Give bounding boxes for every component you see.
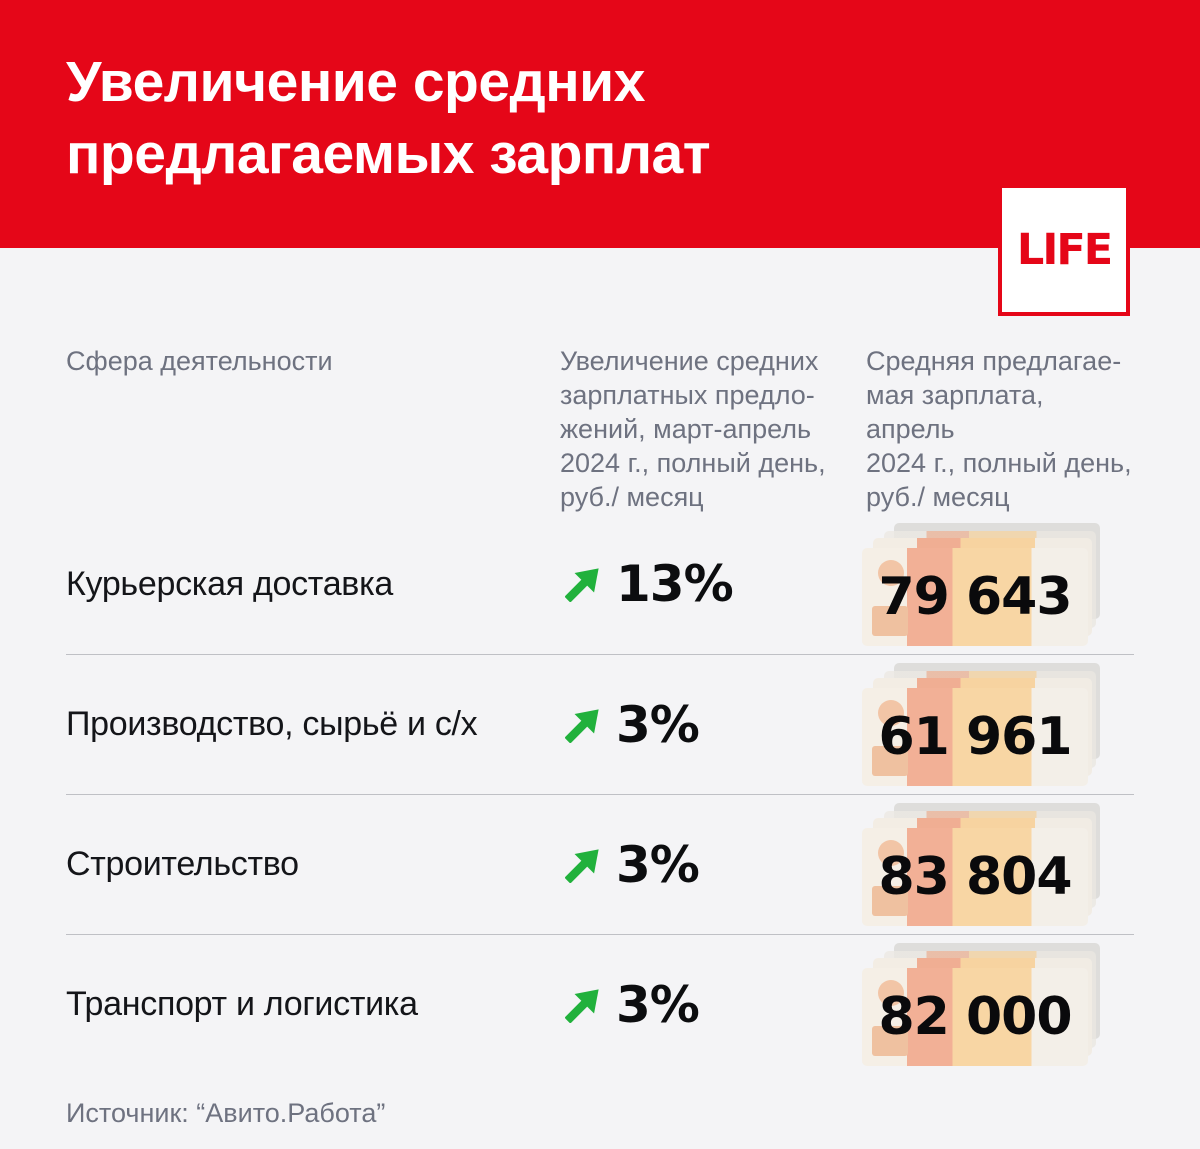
table-header-row: Сфера деятельности Увеличение средних за… <box>66 344 1134 514</box>
table-row: Курьерская доставка 13% <box>66 514 1134 654</box>
increase-arrow-icon <box>565 848 599 883</box>
money-stack-icon: 79 643 <box>862 522 1108 646</box>
increase-cell: 13% <box>560 555 866 613</box>
salary-value: 83 804 <box>878 847 1072 907</box>
increase-cell: 3% <box>560 976 866 1034</box>
banknote-circle-mark <box>878 700 904 726</box>
life-logo-text: LIFE <box>1016 225 1113 275</box>
banknote-front-sheet <box>862 968 1088 1066</box>
activity-label: Транспорт и логистика <box>66 985 418 1023</box>
salary-value: 79 643 <box>878 566 1072 627</box>
money-stack-icon: 83 804 <box>862 803 1108 926</box>
salary-value: 82 000 <box>878 987 1072 1047</box>
page-title-line1: Увеличение средних <box>66 50 645 114</box>
increase-value: 13% <box>616 555 734 613</box>
banknote-front-sheet <box>862 547 1088 646</box>
activity-label: Производство, сырьё и с/х <box>66 705 478 743</box>
table-row: Производство, сырьё и с/х 3% <box>66 654 1134 794</box>
money-stack-icon: 61 961 <box>862 663 1108 786</box>
banknote-front-sheet <box>862 688 1088 786</box>
banknote-circle-mark <box>878 980 904 1006</box>
table-area: Сфера деятельности Увеличение средних за… <box>0 344 1200 1129</box>
column-header-salary: Средняя предлагае- мая зарплата, апрель … <box>866 346 1132 512</box>
banknote-square-mark <box>872 1026 908 1056</box>
header-banner: Увеличение средних предлагаемых зарплат … <box>0 0 1200 316</box>
activity-label: Курьерская доставка <box>66 564 393 603</box>
increase-arrow-icon <box>565 988 599 1023</box>
activity-label: Строительство <box>66 845 299 883</box>
salary-cell: 79 643 <box>862 522 1134 646</box>
money-stack-icon: 82 000 <box>862 943 1108 1066</box>
column-header-increase: Увеличение средних зарплатных предло- же… <box>560 346 826 512</box>
page-title-line2: предлагаемых зарплат <box>66 122 711 186</box>
table-row: Транспорт и логистика 3% <box>66 934 1134 1074</box>
increase-value: 3% <box>616 695 700 754</box>
banknote-square-mark <box>872 746 908 776</box>
table-row: Строительство 3% <box>66 794 1134 934</box>
page-title: Увеличение средних предлагаемых зарплат <box>0 0 1200 190</box>
increase-arrow-icon <box>565 708 599 743</box>
increase-cell: 3% <box>560 696 866 754</box>
column-header-activity: Сфера деятельности <box>66 346 333 376</box>
life-logo: LIFE <box>998 184 1130 316</box>
increase-arrow-icon <box>565 568 599 602</box>
salary-cell: 83 804 <box>862 803 1134 926</box>
banknote-circle-mark <box>878 840 904 866</box>
salary-cell: 82 000 <box>862 943 1134 1066</box>
source-note: Источник: “Авито.Работа” <box>66 1098 386 1128</box>
salary-value: 61 961 <box>878 707 1072 767</box>
banknote-square-mark <box>872 886 908 916</box>
banknote-circle-mark <box>878 559 904 586</box>
increase-value: 3% <box>616 975 700 1034</box>
banknote-front-sheet <box>862 828 1088 926</box>
banknote-square-mark <box>872 605 908 636</box>
increase-value: 3% <box>616 835 700 894</box>
salary-cell: 61 961 <box>862 663 1134 786</box>
increase-cell: 3% <box>560 836 866 894</box>
